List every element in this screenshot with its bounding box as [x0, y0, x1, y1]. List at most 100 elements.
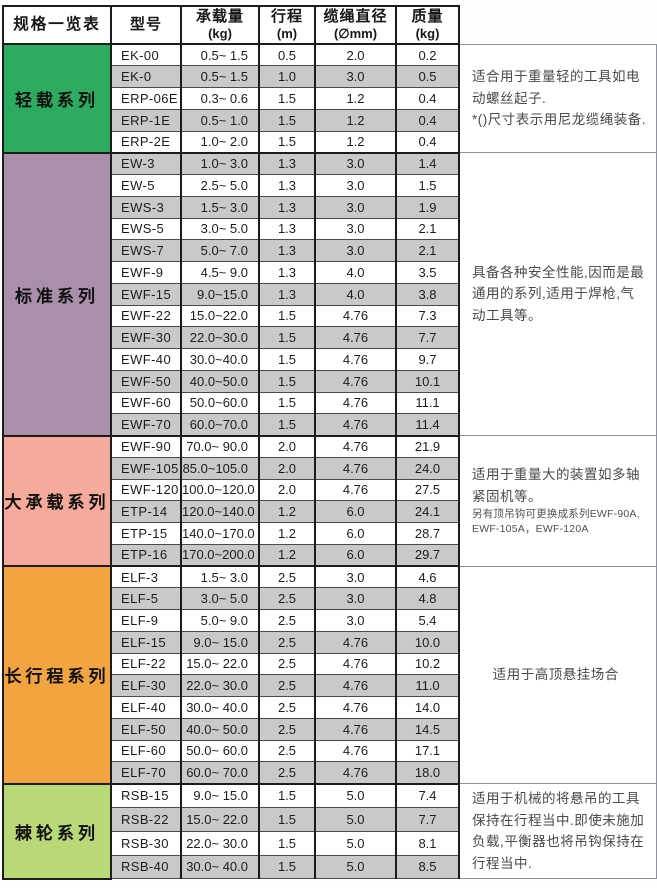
table-row: 长行程系列 ELF-3 1.5~ 3.0 2.5 3.0 4.6 适用于高顶悬挂场合 [2, 565, 657, 785]
stroke-cell: 2.5 [258, 652, 316, 676]
table-row: EWF-60 50.0~60.0 1.5 4.76 11.1 [3, 391, 656, 415]
capacity-cell: 9.0~ 15.0 [180, 782, 260, 808]
model-cell: EWF-50 [110, 369, 182, 393]
model-cell: EWF-120 [110, 478, 182, 502]
table-row: ELF-70 60.0~ 70.0 2.5 4.76 18.0 [3, 761, 656, 784]
cable-diameter-cell: 1.2 [314, 108, 397, 132]
capacity-cell: 0.5~ 1.5 [180, 43, 260, 67]
table-row: RSB-22 15.0~ 22.0 1.5 5.0 7.7 [3, 806, 656, 832]
table-row: EWF-120 100.0~120.0 2.0 4.76 27.5 [3, 478, 656, 502]
mass-cell: 28.7 [395, 522, 460, 545]
model-cell: EWF-60 [110, 391, 182, 415]
model-cell: RSB-22 [110, 806, 182, 832]
capacity-cell: 140.0~170.0 [180, 522, 260, 545]
capacity-cell: 22.0~ 30.0 [180, 830, 260, 856]
cable-diameter-cell: 4.76 [314, 369, 397, 393]
mass-cell: 1.4 [395, 151, 460, 175]
table-row: ELF-30 22.0~ 30.0 2.5 4.76 11.0 [3, 674, 656, 697]
mass-cell: 9.7 [395, 348, 460, 371]
table-row: ELF-5 3.0~ 5.0 2.5 3.0 4.8 [3, 587, 656, 610]
col-header-stroke-unit: (m) [276, 25, 298, 41]
model-cell: ELF-40 [110, 696, 182, 719]
cable-diameter-cell: 2.0 [314, 43, 397, 67]
table-row: RSB-30 22.0~ 30.0 1.5 5.0 8.1 [3, 830, 656, 856]
mass-cell: 7.4 [395, 782, 460, 808]
model-cell: ETP-16 [110, 543, 182, 567]
model-cell: ETP-15 [110, 522, 182, 545]
table-row: ELF-60 50.0~ 60.0 2.5 4.76 17.1 [3, 739, 656, 763]
table-row: 棘轮系列 RSB-15 9.0~ 15.0 1.5 5.0 7.4 适用于机械的将悬吊的工具… [2, 782, 657, 880]
capacity-cell: 40.0~ 50.0 [180, 717, 260, 741]
note-cell: 适用于机械的将悬吊的工具保持在行程当中.即使未施加负载,平衡器也将吊钩保持在行程… [458, 782, 657, 880]
series-label: 标准系列 [15, 286, 99, 306]
capacity-cell: 15.0~ 22.0 [180, 652, 260, 676]
col-header-cable-diameter-unit: (∅mm) [333, 25, 378, 41]
cable-diameter-cell: 6.0 [314, 543, 397, 567]
cable-diameter-cell: 4.76 [314, 413, 397, 436]
capacity-cell: 50.0~60.0 [180, 391, 260, 415]
table-row: EWF-30 22.0~30.0 1.5 4.76 7.7 [3, 326, 656, 349]
model-cell: ELF-50 [110, 717, 182, 741]
model-cell: ELF-9 [110, 609, 182, 632]
stroke-cell: 1.5 [258, 369, 316, 393]
col-header-model: 型号 [110, 5, 182, 45]
col-header-mass-unit: (kg) [415, 25, 440, 41]
mass-cell: 7.7 [395, 326, 460, 349]
note-cell: 适用于高顶悬挂场合 [458, 565, 657, 784]
capacity-cell: 0.3~ 0.6 [180, 87, 260, 110]
cable-diameter-cell: 4.76 [314, 739, 397, 763]
capacity-cell: 4.5~ 9.0 [180, 261, 260, 284]
stroke-cell: 2.0 [258, 478, 316, 502]
capacity-cell: 0.5~ 1.5 [180, 65, 260, 88]
capacity-cell: 50.0~ 60.0 [180, 739, 260, 763]
model-cell: EW-5 [110, 174, 182, 197]
cable-diameter-cell: 5.0 [314, 806, 397, 832]
col-header-capacity-label: 承载量 [195, 8, 244, 26]
cable-diameter-cell: 4.76 [314, 674, 397, 697]
mass-cell: 18.0 [395, 761, 460, 784]
stroke-cell: 2.5 [258, 587, 316, 610]
mass-cell: 1.9 [395, 195, 460, 219]
col-header-cable-diameter-label: 缆绳直径 [323, 8, 388, 26]
mass-cell: 10.2 [395, 652, 460, 676]
table-row: EWS-7 5.0~ 7.0 1.3 3.0 2.1 [3, 239, 656, 262]
stroke-cell: 2.5 [258, 761, 316, 784]
stroke-cell: 2.5 [258, 565, 316, 589]
mass-cell: 24.0 [395, 456, 460, 480]
mass-cell: 0.4 [395, 87, 460, 110]
note-text: 具备各种安全性能,因而是最通用的系列,适用于焊枪,气动工具等。 [472, 264, 645, 323]
mass-cell: 11.1 [395, 391, 460, 415]
capacity-cell: 1.5~ 3.0 [180, 565, 260, 589]
table-row: EWF-15 9.0~15.0 1.3 4.0 3.8 [3, 282, 656, 306]
mass-cell: 10.0 [395, 630, 460, 654]
stroke-cell: 1.5 [258, 413, 316, 436]
col-header-stroke: 行程 (m) [258, 5, 316, 45]
cable-diameter-cell: 4.76 [314, 696, 397, 719]
series-cell: 长行程系列 [2, 565, 112, 785]
stroke-cell: 1.5 [258, 87, 316, 110]
stroke-cell: 1.5 [258, 304, 316, 328]
stroke-cell: 1.5 [258, 108, 316, 132]
stroke-cell: 1.3 [258, 217, 316, 241]
col-header-stroke-label: 行程 [270, 8, 303, 26]
spec-table: 规格一览表 型号 承载量 (kg) 行程 (m) 缆绳直径 (∅mm) [2, 5, 657, 880]
table-row: EWS-3 1.5~ 3.0 1.3 3.0 1.9 [3, 195, 656, 219]
cable-diameter-cell: 3.0 [314, 65, 397, 88]
mass-cell: 10.1 [395, 369, 460, 393]
cable-diameter-cell: 3.0 [314, 239, 397, 262]
spec-table-body: 轻载系列 EK-00 0.5~ 1.5 0.5 2.0 0.2 适合用于重量轻的工具如电动螺… [2, 43, 657, 880]
cable-diameter-cell: 6.0 [314, 522, 397, 545]
stroke-cell: 1.3 [258, 261, 316, 284]
cable-diameter-cell: 4.76 [314, 456, 397, 480]
model-cell: EWS-7 [110, 239, 182, 262]
table-row: EW-5 2.5~ 5.0 1.3 3.0 1.5 [3, 174, 656, 197]
capacity-cell: 5.0~ 7.0 [180, 239, 260, 262]
mass-cell: 0.2 [395, 43, 460, 67]
mass-cell: 5.4 [395, 609, 460, 632]
note-text: 适合用于重量轻的工具如电动螺丝起子. [472, 68, 640, 106]
cable-diameter-cell: 4.0 [314, 282, 397, 306]
model-cell: ELF-3 [110, 565, 182, 589]
col-header-cable-diameter: 缆绳直径 (∅mm) [314, 5, 397, 45]
model-cell: ELF-60 [110, 739, 182, 763]
model-cell: ELF-30 [110, 674, 182, 697]
